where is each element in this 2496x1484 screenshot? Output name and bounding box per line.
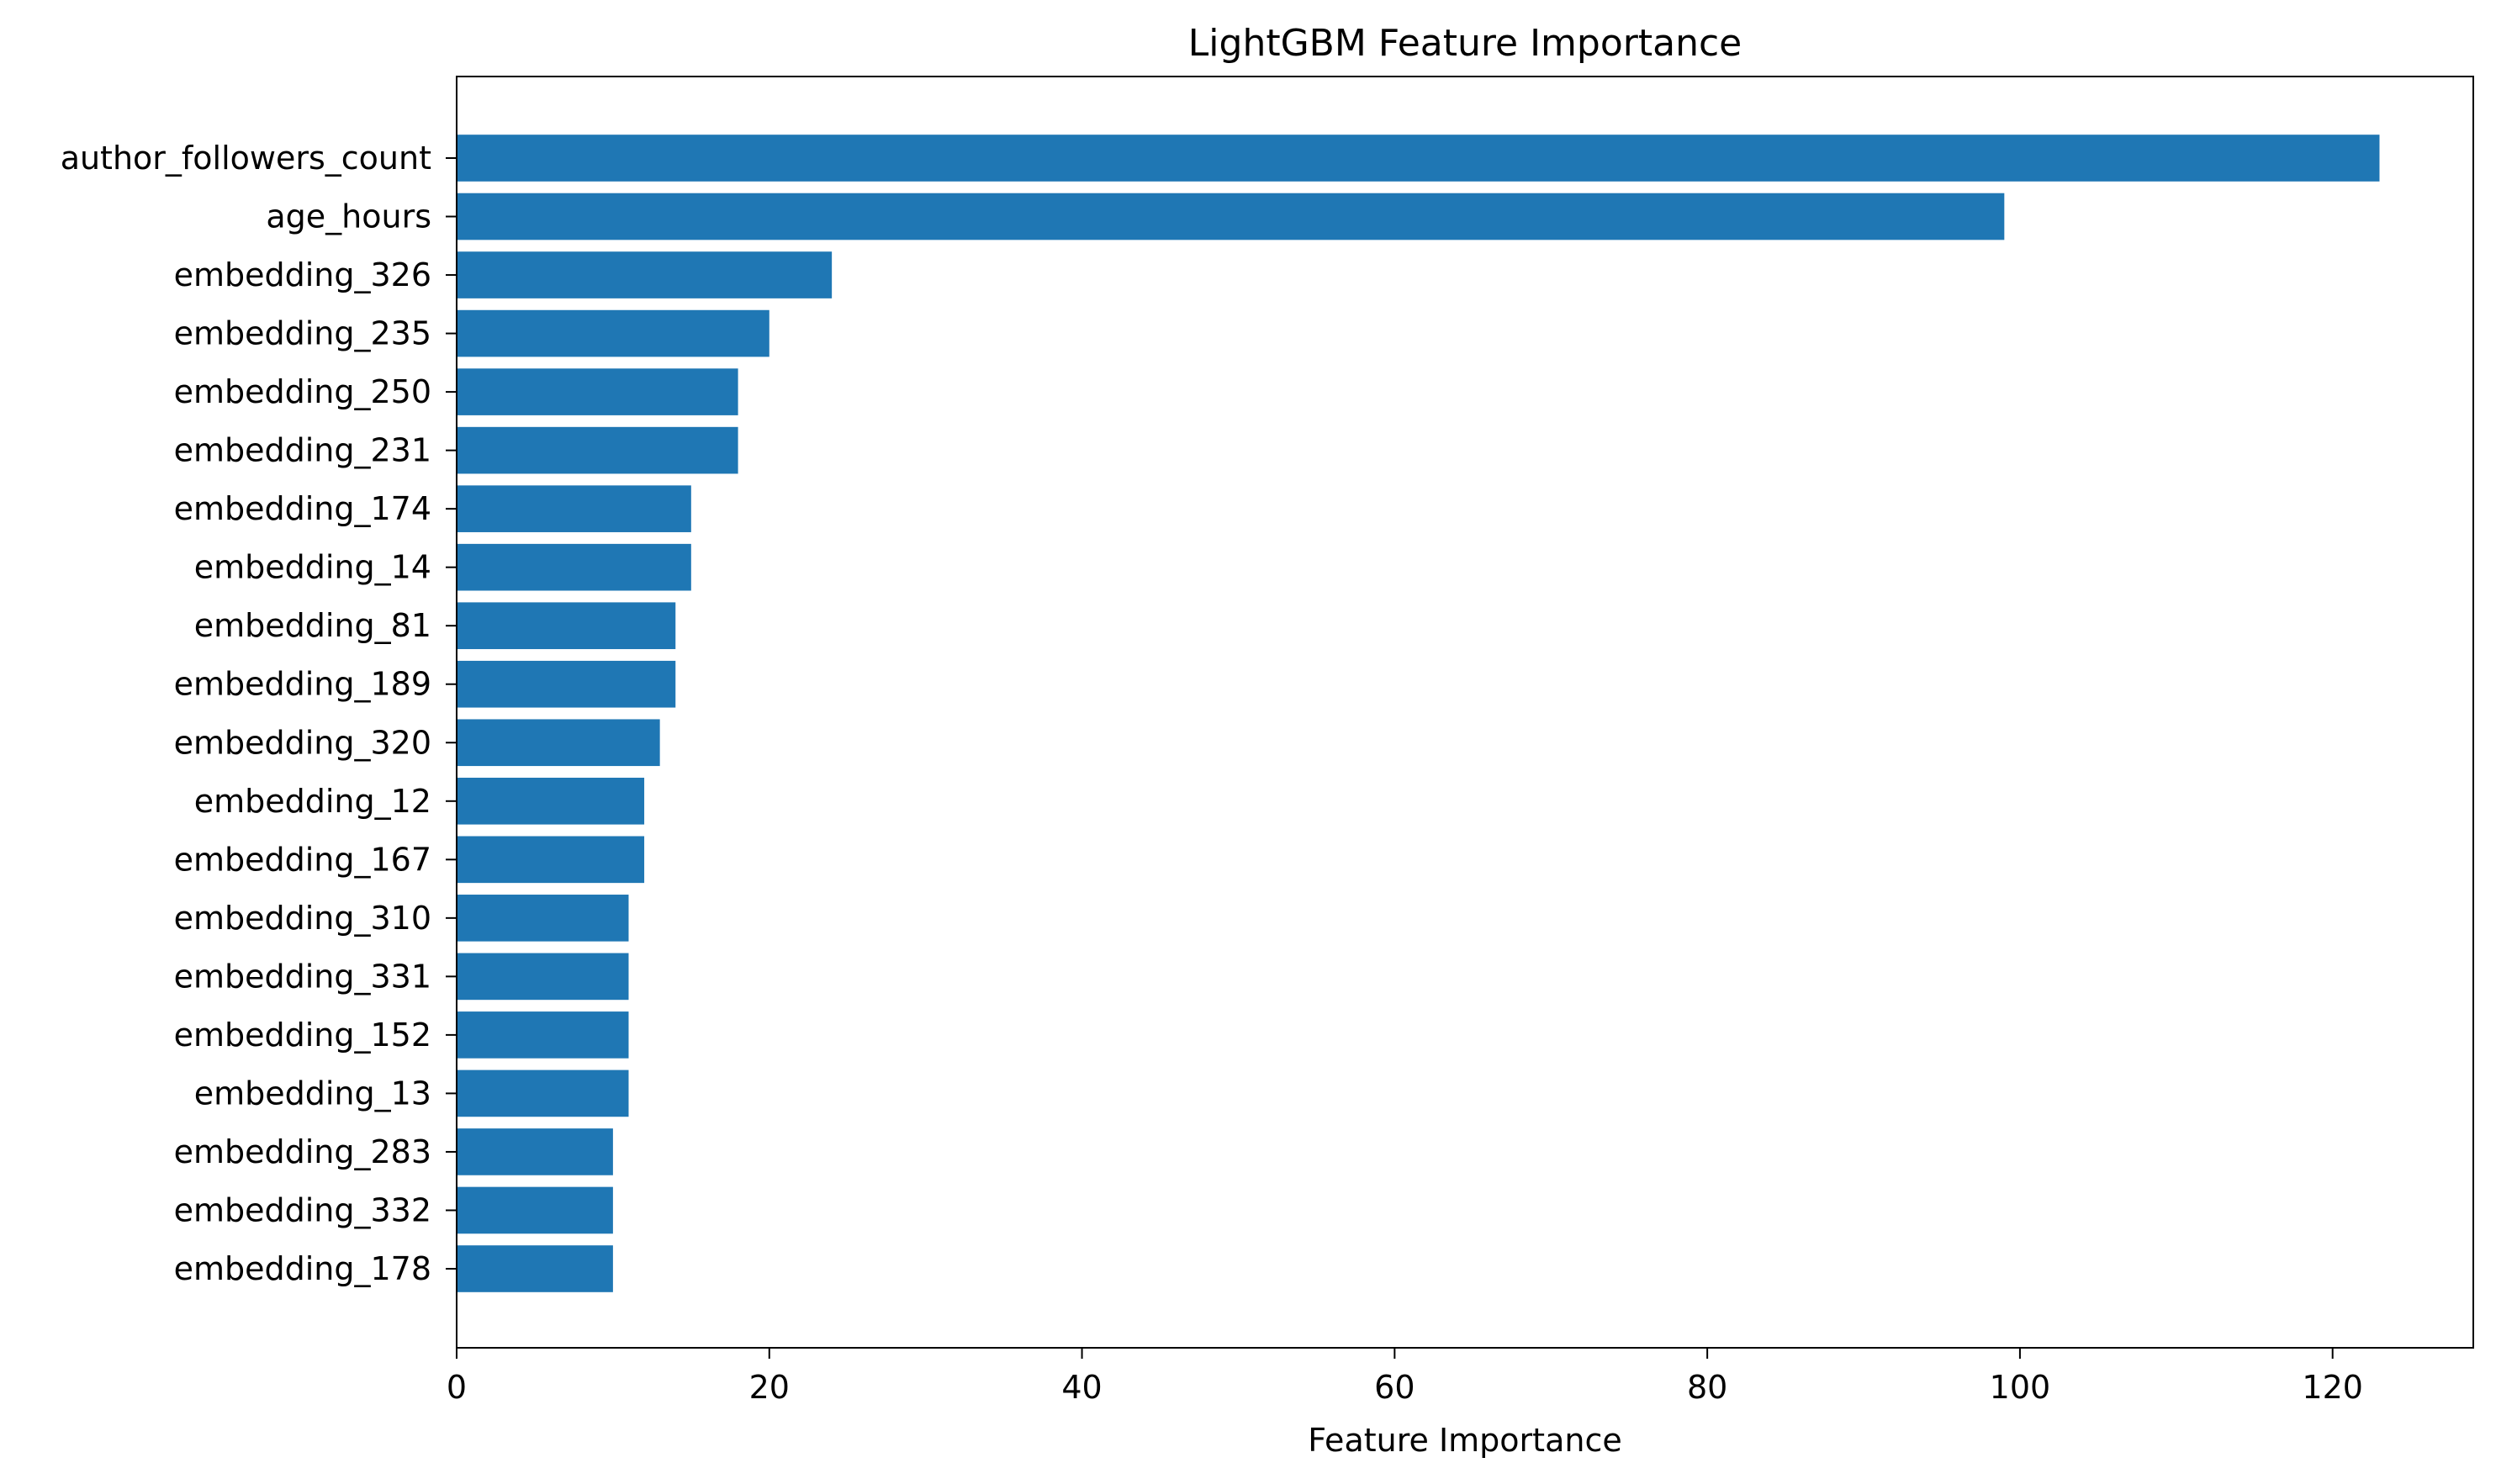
bar-embedding_331 (457, 953, 629, 1001)
bar-age_hours (457, 193, 2005, 240)
bar-embedding_178 (457, 1245, 613, 1292)
bar-embedding_320 (457, 719, 660, 767)
bar-author_followers_count (457, 135, 2380, 182)
bar-embedding_167 (457, 836, 645, 884)
bar-embedding_235 (457, 309, 769, 357)
bar-embedding_250 (457, 368, 738, 415)
bar-embedding_174 (457, 485, 691, 532)
y-tick-label: embedding_231 (174, 432, 431, 469)
bar-embedding_231 (457, 426, 738, 474)
x-tick-label: 80 (1687, 1369, 1727, 1406)
x-tick-label: 0 (447, 1369, 467, 1406)
y-tick-label: embedding_14 (194, 549, 431, 586)
x-tick-label: 120 (2302, 1369, 2363, 1406)
x-axis-ticks: 0 20 40 60 80 100 120 (447, 1348, 2363, 1406)
plot-frame (456, 76, 2474, 1349)
y-tick-label: embedding_167 (174, 841, 431, 878)
y-tick-label: age_hours (266, 198, 431, 235)
y-tick-label: embedding_310 (174, 900, 431, 937)
y-tick-label: author_followers_count (61, 140, 431, 177)
y-tick-label: embedding_13 (194, 1075, 431, 1112)
y-tick-label: embedding_326 (174, 256, 431, 293)
y-tick-label: embedding_320 (174, 724, 431, 761)
y-tick-label: embedding_332 (174, 1191, 431, 1228)
bar-embedding_326 (457, 251, 833, 298)
x-tick-label: 60 (1374, 1369, 1415, 1406)
y-tick-label: embedding_250 (174, 373, 431, 410)
bar-embedding_152 (457, 1011, 629, 1059)
y-tick-label: embedding_189 (174, 666, 431, 703)
bar-embedding_332 (457, 1186, 613, 1234)
x-tick-label: 20 (749, 1369, 790, 1406)
bar-embedding_12 (457, 777, 645, 825)
y-tick-label: embedding_235 (174, 315, 431, 352)
y-tick-label: embedding_81 (194, 607, 431, 644)
y-tick-label: embedding_283 (174, 1133, 431, 1170)
bar-embedding_13 (457, 1069, 629, 1117)
y-tick-label: embedding_152 (174, 1017, 431, 1054)
y-tick-label: embedding_331 (174, 958, 431, 995)
x-axis-label: Feature Importance (1308, 1422, 1621, 1459)
x-tick-label: 100 (1990, 1369, 2051, 1406)
y-tick-label: embedding_178 (174, 1250, 431, 1287)
chart-title: LightGBM Feature Importance (1188, 22, 1742, 65)
x-tick-label: 40 (1061, 1369, 1102, 1406)
bar-embedding_14 (457, 543, 691, 591)
y-tick-label: embedding_174 (174, 490, 431, 527)
bars-layer (457, 135, 2380, 1292)
bar-embedding_81 (457, 602, 676, 650)
bar-embedding_310 (457, 895, 629, 942)
bar-embedding_283 (457, 1128, 613, 1175)
y-axis-ticks: author_followers_count age_hours embedding… (61, 140, 457, 1287)
bar-embedding_189 (457, 660, 676, 708)
y-tick-label: embedding_12 (194, 783, 431, 820)
